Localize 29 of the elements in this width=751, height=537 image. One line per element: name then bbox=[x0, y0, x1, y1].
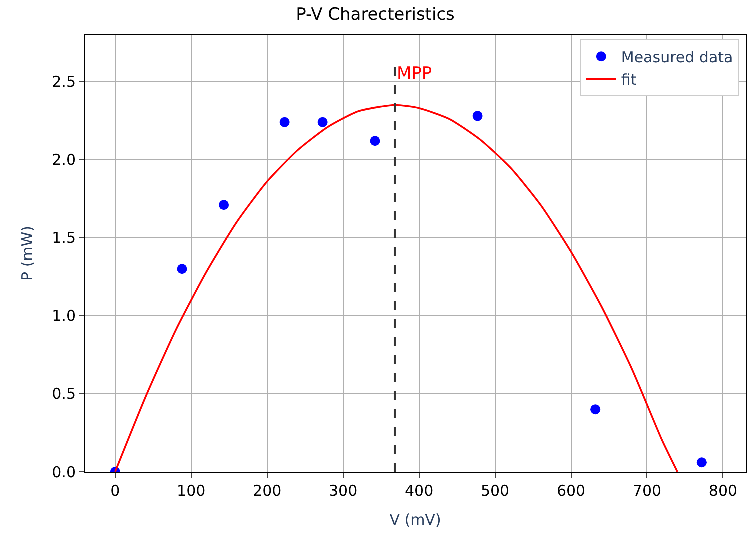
point bbox=[280, 117, 290, 128]
x-tick-label: 300 bbox=[329, 482, 358, 500]
y-tick-label: 2.0 bbox=[52, 151, 76, 170]
y-tick-label: 1.0 bbox=[52, 307, 76, 326]
x-tick-label: 0 bbox=[110, 482, 120, 500]
x-tick-label: 500 bbox=[480, 482, 510, 500]
point bbox=[472, 111, 483, 122]
x-tick-label: 600 bbox=[556, 482, 586, 500]
x-tick-label: 800 bbox=[708, 482, 738, 500]
point bbox=[590, 404, 601, 415]
point bbox=[177, 264, 188, 274]
x-axis-title: V (mV) bbox=[390, 511, 442, 529]
x-tick-label: 200 bbox=[253, 482, 282, 500]
y-tick-label: 2.5 bbox=[52, 73, 76, 92]
x-tick-label: 700 bbox=[632, 482, 662, 500]
chart-title: P-V Charecteristics bbox=[296, 4, 456, 25]
x-tick-label: 100 bbox=[177, 482, 206, 500]
legend-label: Measured data bbox=[621, 48, 734, 66]
legend-label: fit bbox=[621, 70, 637, 89]
annotation: MPP bbox=[397, 64, 432, 84]
x-tick-label: 400 bbox=[404, 482, 434, 500]
point bbox=[696, 458, 707, 468]
y-tick-label: 0.5 bbox=[52, 385, 76, 404]
point bbox=[318, 117, 328, 128]
y-axis-title: P (mW) bbox=[18, 226, 36, 281]
point bbox=[370, 136, 380, 146]
y-tick-label: 1.5 bbox=[52, 229, 76, 248]
point bbox=[219, 200, 230, 210]
y-tick-label: 0.0 bbox=[52, 463, 76, 482]
